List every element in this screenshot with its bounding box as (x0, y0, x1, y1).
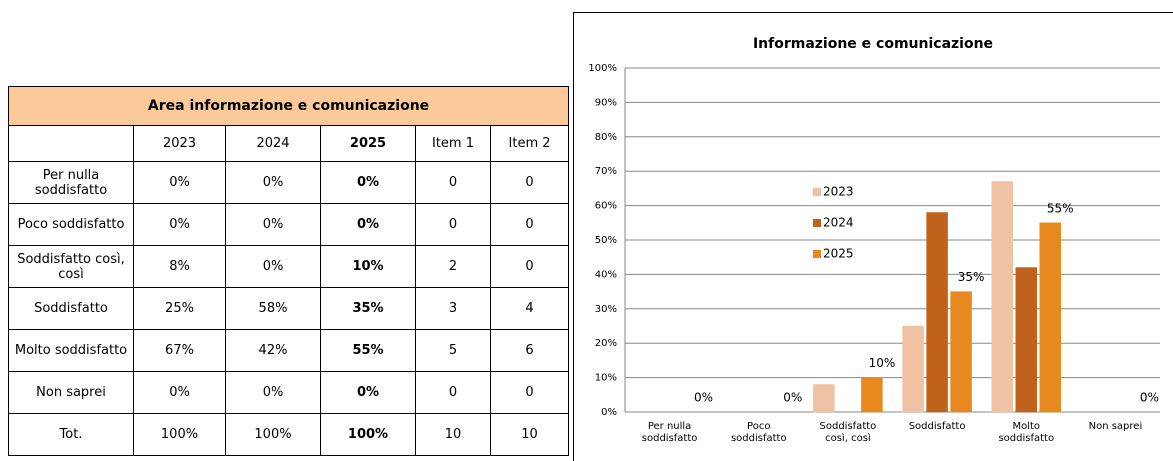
cell: 0% (320, 203, 416, 246)
row-label: Non saprei (8, 371, 134, 414)
cell: 5 (415, 329, 491, 372)
y-tick-label: 70% (595, 166, 617, 177)
y-tick-label: 40% (595, 269, 617, 280)
cell: 10 (415, 413, 491, 456)
y-tick-label: 0% (601, 407, 617, 418)
column-header: 2024 (225, 125, 321, 162)
cell: 3 (415, 287, 491, 330)
row-label: Soddisfatto così, così (8, 245, 134, 288)
y-tick-label: 50% (595, 235, 617, 246)
cell: 0% (133, 371, 226, 414)
column-header: Item 1 (415, 125, 491, 162)
cell: 100% (133, 413, 226, 456)
cell: 6 (489, 329, 570, 372)
cell: 42% (225, 329, 321, 372)
chart-title: Informazione e comunicazione (753, 36, 993, 52)
bar (861, 377, 883, 413)
cell: 55% (320, 329, 416, 372)
data-label: 0% (694, 391, 713, 405)
cell: 0 (415, 161, 491, 204)
legend-label: 2025 (823, 247, 854, 261)
cell: 0 (489, 245, 570, 288)
x-tick-label: Soddisfatto così, così (819, 421, 877, 444)
column-header: 2025 (320, 125, 416, 162)
y-tick-label: 80% (595, 132, 617, 143)
cell: 0% (320, 161, 416, 204)
cell: 0% (133, 161, 226, 204)
bar (1039, 222, 1061, 413)
x-tick-label: Non saprei (1088, 421, 1143, 432)
cell: 10 (489, 413, 570, 456)
cell: 35% (320, 287, 416, 330)
legend-swatch (813, 219, 821, 227)
bar (902, 325, 924, 413)
data-label: 10% (869, 356, 896, 370)
y-tick-label: 60% (595, 201, 617, 212)
data-label: 0% (1140, 391, 1159, 405)
y-tick-label: 10% (595, 373, 617, 384)
x-tick-label: Poco soddisfatto (730, 421, 787, 444)
row-label: Per nulla soddisfatto (8, 161, 134, 204)
cell: 0% (225, 245, 321, 288)
cell: 0 (489, 371, 570, 414)
cell: 0% (225, 203, 321, 246)
bar (991, 181, 1013, 413)
legend-swatch (813, 250, 821, 258)
chart: Informazione e comunicazione 0% 10% 20% 30%… (573, 12, 1173, 461)
y-tick-label: 20% (595, 338, 617, 349)
cell: 100% (225, 413, 321, 456)
legend-swatch (813, 188, 821, 196)
y-tick-label: 90% (595, 97, 617, 108)
cell: 0 (415, 371, 491, 414)
cell: 67% (133, 329, 226, 372)
legend-label: 2023 (823, 185, 854, 199)
data-label: 35% (958, 270, 985, 284)
cell: 100% (320, 413, 416, 456)
x-tick-label: Per nulla soddisfatto (641, 421, 698, 444)
bar (926, 212, 948, 413)
table-row: Soddisfatto così, così 8% 0% 10% 2 0 (8, 245, 570, 288)
cell: 4 (489, 287, 570, 330)
table-row: Molto soddisfatto 67% 42% 55% 5 6 (8, 329, 570, 372)
cell: 0% (133, 203, 226, 246)
cell: 0 (489, 203, 570, 246)
table-row: Soddisfatto 25% 58% 35% 3 4 (8, 287, 570, 330)
cell: 25% (133, 287, 226, 330)
cell: 0% (225, 371, 321, 414)
bar (950, 291, 972, 413)
cell: 10% (320, 245, 416, 288)
data-label: 55% (1047, 201, 1074, 215)
corner-cell (8, 125, 134, 162)
cell: 0 (415, 203, 491, 246)
row-label: Poco soddisfatto (8, 203, 134, 246)
data-label: 0% (783, 391, 802, 405)
row-label: Tot. (8, 413, 134, 456)
x-tick-label: Molto soddisfatto (998, 421, 1055, 444)
bar (813, 384, 835, 413)
x-tick-label: Soddisfatto (908, 421, 966, 432)
row-label: Molto soddisfatto (8, 329, 134, 372)
column-header: Item 2 (489, 125, 570, 162)
y-tick-label: 100% (588, 63, 617, 74)
cell: 2 (415, 245, 491, 288)
table-title: Area informazione e comunicazione (7, 86, 570, 126)
row-label: Soddisfatto (8, 287, 134, 330)
cell: 58% (225, 287, 321, 330)
y-tick-label: 30% (595, 304, 617, 315)
data-table: Area informazione e comunicazione 2023 20… (7, 86, 570, 456)
cell: 0% (225, 161, 321, 204)
legend-label: 2024 (823, 216, 854, 230)
table-row: Non saprei 0% 0% 0% 0 0 (8, 371, 570, 414)
table-row: Tot. 100% 100% 100% 10 10 (8, 413, 570, 456)
column-header: 2023 (133, 125, 226, 162)
table-row: Per nulla soddisfatto 0% 0% 0% 0 0 (8, 161, 570, 204)
cell: 0% (320, 371, 416, 414)
cell: 8% (133, 245, 226, 288)
cell: 0 (489, 161, 570, 204)
table-row: Poco soddisfatto 0% 0% 0% 0 0 (8, 203, 570, 246)
bar (1015, 267, 1037, 413)
